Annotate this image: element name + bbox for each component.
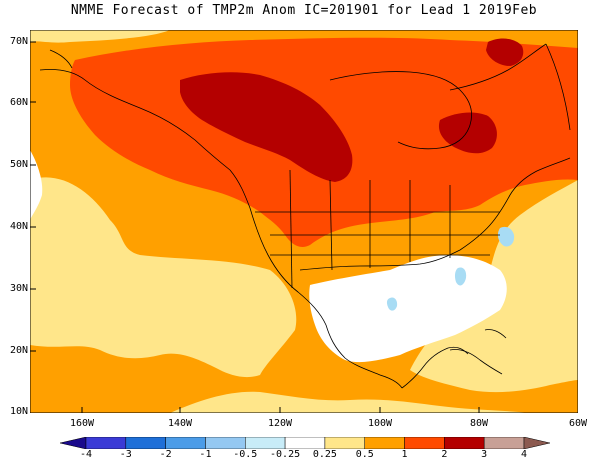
anomaly-region-light-blue-atlantic-coast — [497, 226, 515, 247]
coastlines — [39, 43, 571, 389]
lat-label-20n: 20N — [9, 345, 28, 356]
axis-ticks — [30, 41, 480, 413]
lat-label-50n: 50N — [9, 159, 28, 170]
anomaly-map-svg — [30, 30, 578, 413]
lat-label-70n: 70N — [9, 36, 28, 47]
colorbar-cell — [245, 437, 286, 449]
lon-label-100w: 100W — [367, 418, 393, 429]
anomaly-region-neutral-west — [30, 150, 43, 220]
anomaly-region-dark-red-hudson — [438, 112, 497, 154]
lat-label-10n: 10N — [9, 406, 28, 417]
colorbar-arrow-high — [523, 437, 550, 449]
colorbar-label: -3 — [119, 449, 132, 460]
colorbar-label: 0.5 — [355, 449, 374, 460]
colorbar-cell — [483, 437, 525, 449]
lat-label-40n: 40N — [9, 221, 28, 232]
lon-label-120w: 120W — [267, 418, 293, 429]
colorbar-cell — [125, 437, 166, 449]
colorbar-cell — [205, 437, 246, 449]
lon-label-80w: 80W — [469, 418, 489, 429]
colorbar-label: -0.25 — [270, 449, 301, 460]
colorbar-label: 4 — [520, 449, 528, 460]
colorbar-cell — [404, 437, 445, 449]
colorbar-label: -1 — [199, 449, 212, 460]
map-title: NMME Forecast of TMP2m Anom IC=201901 fo… — [70, 3, 538, 18]
colorbar-label: 2 — [441, 449, 448, 460]
anomaly-region-dark-red-west-canada — [180, 72, 353, 182]
lat-label-30n: 30N — [9, 283, 28, 294]
lat-label-60n: 60N — [9, 97, 28, 108]
colorbar-label: -2 — [159, 449, 172, 460]
lon-label-60w: 60W — [568, 418, 588, 429]
anomaly-region-dark-red-greenland — [486, 38, 524, 66]
colorbar-label: -4 — [79, 449, 93, 460]
anomaly-map — [30, 30, 578, 413]
colorbar-cell — [85, 437, 127, 449]
colorbar-cells — [60, 437, 550, 449]
lon-label-160w: 160W — [69, 418, 95, 429]
colorbar-cell — [444, 437, 485, 449]
anomaly-region-light-blue-gulf — [386, 297, 398, 311]
colorbar-cell — [324, 437, 365, 449]
colorbar-label: -0.5 — [233, 449, 258, 460]
colorbar-label: 1 — [401, 449, 408, 460]
anomaly-region-pale-yellow-pacific — [30, 177, 297, 378]
anomaly-region-pale-yellow-north — [30, 30, 170, 43]
anomaly-region-pale-yellow-south — [170, 391, 530, 413]
colorbar-cell — [284, 437, 326, 449]
colorbar-cell — [364, 437, 405, 449]
colorbar-arrow-low — [60, 437, 87, 449]
colorbar-label: 0.25 — [312, 449, 337, 460]
anomaly-region-light-blue-florida — [454, 267, 467, 286]
colorbar — [60, 437, 550, 449]
lon-label-140w: 140W — [167, 418, 193, 429]
colorbar-label: 3 — [481, 449, 488, 460]
colorbar-cell — [165, 437, 206, 449]
